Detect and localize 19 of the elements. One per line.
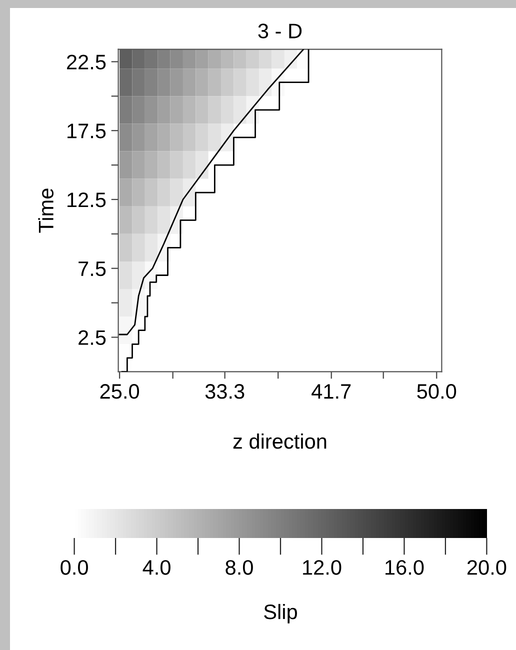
x-tick-label: 33.3 [205, 384, 244, 399]
y-tick-label: 7.5 [78, 262, 106, 276]
y-tick-label: 17.5 [68, 124, 106, 138]
x-tick-label: 50.0 [417, 384, 456, 399]
color-bar-label: 0.0 [60, 560, 88, 575]
y-axis-title: Time [38, 188, 54, 233]
color-bar-label: 20.0 [467, 560, 506, 575]
y-tick-label: 12.5 [68, 192, 106, 208]
x-tick-label: 41.7 [312, 384, 351, 399]
y-tick-label: 22.5 [67, 54, 106, 70]
color-bar-label: 12.0 [303, 560, 342, 575]
y-tick-label: 2.5 [78, 330, 106, 346]
color-bar-label: 4.0 [142, 560, 170, 575]
color-bar-label: 8.0 [226, 560, 253, 575]
color-bar-label: 16.0 [386, 560, 424, 575]
x-axis-title: z direction [233, 433, 326, 449]
x-tick-label: 25.0 [100, 384, 140, 399]
chart-title: 3 - D [258, 24, 302, 38]
color-bar-title: Slip [264, 604, 297, 624]
